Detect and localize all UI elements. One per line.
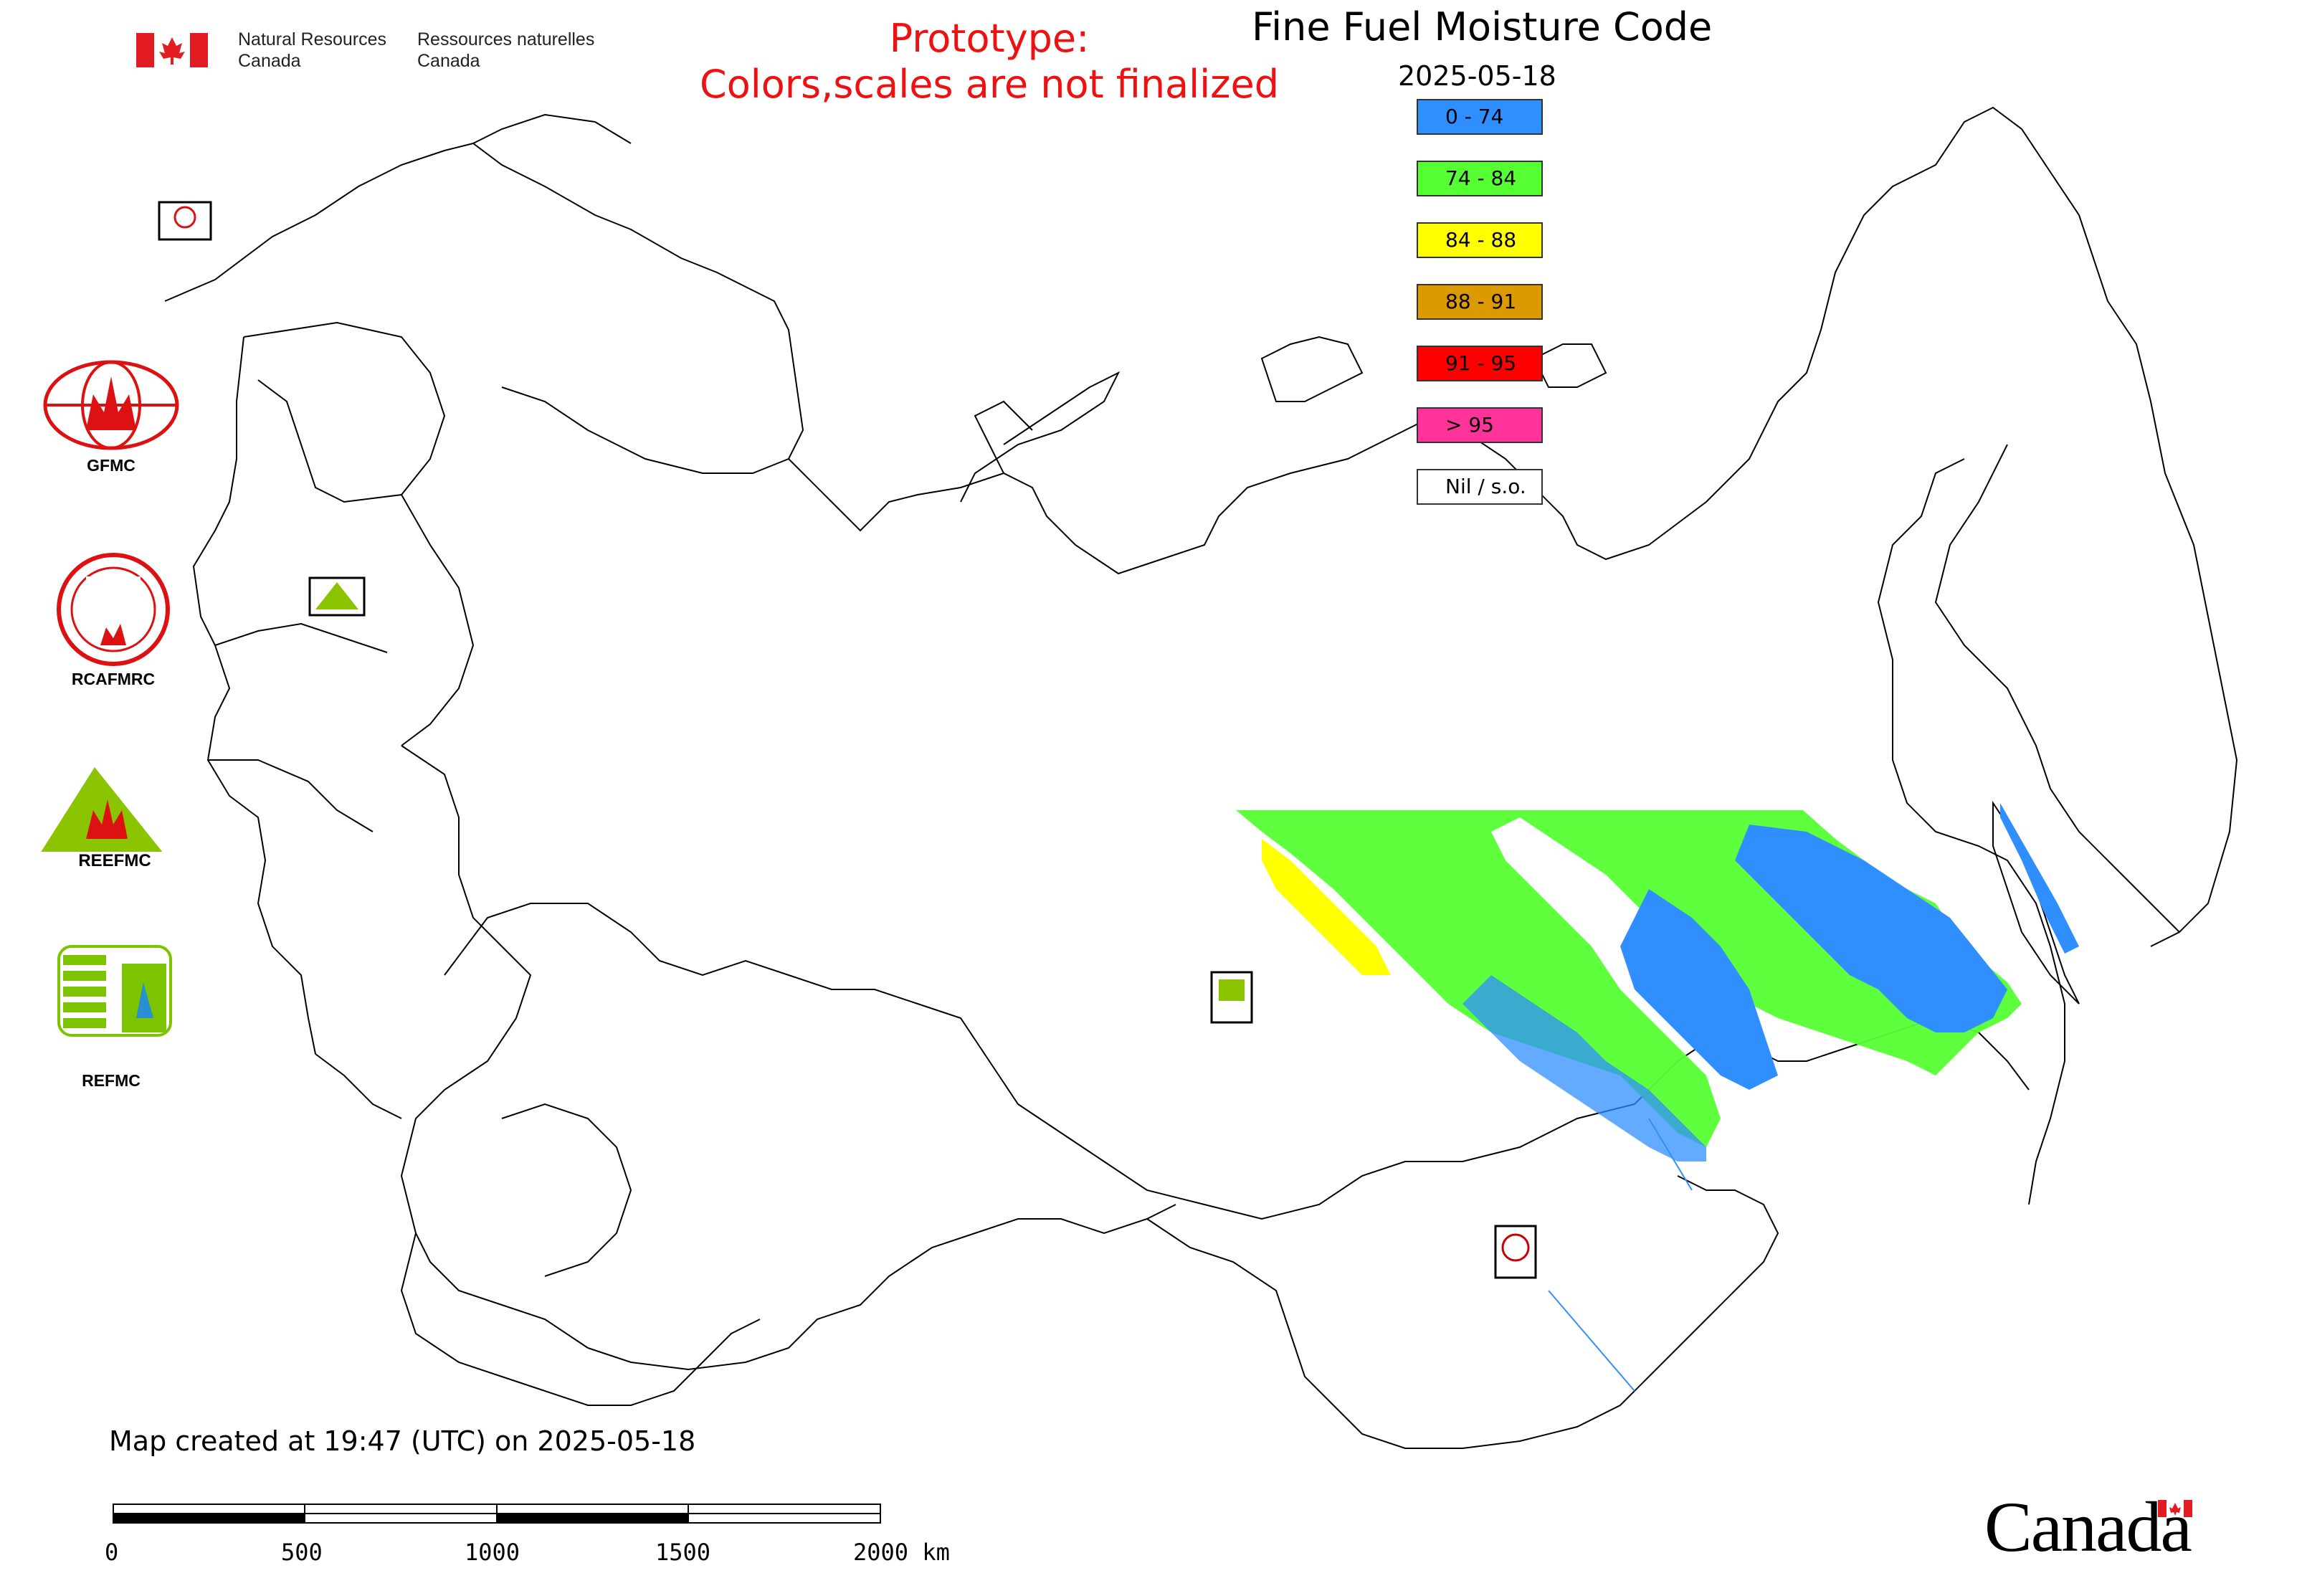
legend-item-nil: Nil / s.o. [1417, 469, 1543, 505]
reefmc-label: REEFMC [78, 851, 151, 870]
nrcan-fr-line1: Ressources naturelles [417, 29, 595, 49]
nrcan-en-line2: Canada [238, 51, 301, 71]
map-site-markers [158, 201, 1537, 1279]
nrcan-french: Ressources naturelles Canada [417, 29, 594, 72]
ffmc-sakhalin-strip [2000, 803, 2079, 954]
refmc-logo [57, 945, 172, 1037]
scale-bar [113, 1504, 881, 1524]
legend-item-over-95: > 95 [1417, 407, 1543, 443]
nrcan-fr-line2: Canada [417, 51, 480, 71]
gfmc-label: GFMC [87, 456, 135, 475]
prototype-notice: Prototype: Colors,scales are not finaliz… [674, 16, 1305, 108]
legend-label: 0 - 74 [1445, 105, 1504, 128]
site-marker-gfmc [158, 201, 212, 241]
country-boundaries [164, 106, 2238, 1449]
ffmc-region-yellow [1262, 839, 1391, 975]
wordmark-flag-icon [2158, 1500, 2192, 1517]
ffmc-region-blue-a [1735, 825, 2007, 1032]
legend-item-88-91: 88 - 91 [1417, 284, 1543, 320]
legend-label: > 95 [1445, 413, 1494, 437]
legend-label: Nil / s.o. [1445, 475, 1526, 498]
scale-tick-1500: 1500 [655, 1539, 711, 1566]
ffmc-streak-2 [1648, 1118, 1693, 1191]
scale-tick-2000: 2000 km [853, 1539, 950, 1566]
nrcan-en-line1: Natural Resources [238, 29, 387, 49]
refmc-label: REFMC [82, 1071, 141, 1090]
legend-item-0-74: 0 - 74 [1417, 99, 1543, 135]
map-date: 2025-05-18 [1398, 60, 1556, 92]
legend-label: 88 - 91 [1445, 290, 1517, 313]
rcafmrc-logo [57, 553, 170, 666]
site-marker-rcafmrc [1494, 1225, 1537, 1279]
map-created-note: Map created at 19:47 (UTC) on 2025-05-18 [109, 1425, 696, 1457]
ffmc-streak [1548, 1290, 1635, 1392]
scale-tick-1000: 1000 [465, 1539, 520, 1566]
legend-label: 91 - 95 [1445, 351, 1517, 375]
scale-tick-500: 500 [281, 1539, 323, 1566]
legend-label: 74 - 84 [1445, 166, 1517, 190]
rcafmrc-label: RCAFMRC [71, 670, 156, 688]
legend-item-84-88: 84 - 88 [1417, 222, 1543, 258]
ffmc-data-layer [1236, 803, 2079, 1392]
gfmc-logo [43, 360, 179, 450]
prototype-line1: Prototype: [889, 16, 1090, 61]
ffmc-region-blue-b [1620, 889, 1778, 1090]
legend-item-91-95: 91 - 95 [1417, 346, 1543, 381]
canada-wordmark: Canada [1984, 1487, 2192, 1567]
map-title: Fine Fuel Moisture Code [1252, 4, 1713, 49]
reefmc-logo [37, 767, 192, 870]
legend-label: 84 - 88 [1445, 228, 1517, 252]
scale-tick-0: 0 [105, 1539, 119, 1566]
prototype-line2: Colors,scales are not finalized [700, 62, 1279, 107]
ffmc-region-blue-c [1462, 975, 1706, 1162]
nrcan-english: Natural Resources Canada [238, 29, 386, 72]
legend-item-74-84: 74 - 84 [1417, 161, 1543, 196]
canada-flag-icon [136, 33, 208, 67]
